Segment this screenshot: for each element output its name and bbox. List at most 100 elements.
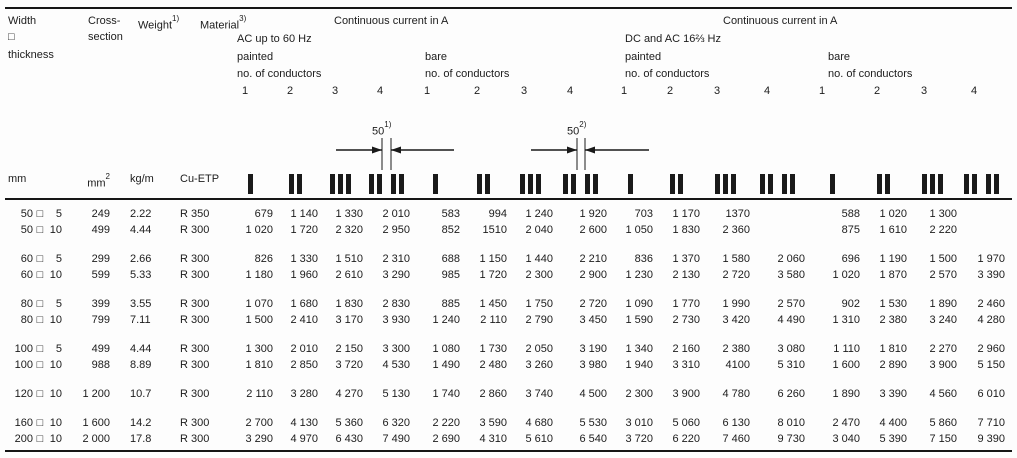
conductor-bar xyxy=(971,174,977,194)
dimension-thickness-value: 10 xyxy=(49,224,62,236)
current-value: 1 180 xyxy=(245,269,273,281)
current-value: 2 060 xyxy=(777,253,805,265)
dimension-thickness-value: 10 xyxy=(49,314,62,326)
current-value: 2 720 xyxy=(722,269,750,281)
bar-group xyxy=(830,174,835,194)
current-value: 1 770 xyxy=(672,298,700,310)
current-value: 1 890 xyxy=(929,298,957,310)
conductor-bar xyxy=(627,174,633,194)
weight-value: 3.55 xyxy=(130,298,152,310)
col-header-width: Width xyxy=(8,15,37,27)
bars-3-conductor-icon xyxy=(907,170,957,196)
current-value: 3 170 xyxy=(335,314,363,326)
current-value: 3 900 xyxy=(672,388,700,400)
current-value xyxy=(957,222,1005,238)
current-value: 1 590 xyxy=(625,314,653,326)
material-label: Material xyxy=(200,19,240,32)
subheader-dc-frequency: DC and AC 16⅔ Hz xyxy=(625,33,721,45)
conductor-bar xyxy=(760,174,765,194)
current-value: 2 380 xyxy=(879,314,907,326)
bars-1-conductor-icon xyxy=(228,170,273,196)
weight-value: 4.44 xyxy=(130,343,152,355)
bars-3-conductor-icon xyxy=(700,170,750,196)
current-value: 1 720 xyxy=(290,224,318,236)
current-value: 5 860 xyxy=(929,417,957,429)
current-value: 885 xyxy=(441,298,460,310)
weight-value: 8.89 xyxy=(130,359,152,371)
table-row: 80 □ 10 799 7.11 R 300 1 500 2 410 3 170 3 930 1 2… xyxy=(8,312,1005,328)
bars-2-conductor-icon xyxy=(273,170,318,196)
current-value: 703 xyxy=(634,208,653,220)
cross-section-value: 1 600 xyxy=(82,417,110,429)
current-value: 1 300 xyxy=(929,208,957,220)
current-value: 1 680 xyxy=(290,298,318,310)
conductor-bar xyxy=(570,174,576,194)
current-value: 1 970 xyxy=(977,253,1005,265)
current-value: 4 400 xyxy=(879,417,907,429)
dimension-width-value: 60 xyxy=(20,269,33,281)
current-value: 688 xyxy=(441,253,460,265)
material-value: R 300 xyxy=(180,224,210,236)
header-rule xyxy=(5,198,1012,200)
weight-value: 14.2 xyxy=(130,417,152,429)
subheader-dc-painted-conductors: no. of conductors xyxy=(625,68,710,80)
conductor-bar xyxy=(885,174,890,194)
conductor-count-label: 3 xyxy=(521,85,528,97)
current-value: 4 780 xyxy=(722,388,750,400)
current-value: 2 600 xyxy=(579,224,607,236)
current-value: 1 580 xyxy=(722,253,750,265)
current-value: 4 310 xyxy=(479,433,507,445)
current-value: 1 070 xyxy=(245,298,273,310)
bar-group xyxy=(391,174,404,194)
dimension-width-value: 60 xyxy=(20,253,33,265)
current-value: 3 980 xyxy=(579,359,607,371)
conductor-bar xyxy=(714,174,720,194)
bar-group xyxy=(877,174,890,194)
conductor-bar xyxy=(346,174,351,194)
current-value: 2 310 xyxy=(382,253,410,265)
current-value: 1 300 xyxy=(245,343,273,355)
conductor-bar xyxy=(768,174,773,194)
unit-mm2: mm2 xyxy=(62,170,110,191)
dimension-thickness-value: 10 xyxy=(49,417,62,429)
current-value: 1 490 xyxy=(432,359,460,371)
weight-value: 10.7 xyxy=(130,388,152,400)
conductor-bar xyxy=(722,174,728,194)
current-value: 1 870 xyxy=(879,269,907,281)
conductor-count-label: 1 xyxy=(242,85,249,97)
bar-group xyxy=(248,174,253,194)
material-value: R 300 xyxy=(180,314,210,326)
current-value: 679 xyxy=(254,208,273,220)
dimension-thickness-value: 5 xyxy=(55,298,62,310)
bars-2x2-conductor-icon xyxy=(363,170,410,196)
col-header-material: Material3) xyxy=(200,14,246,33)
table-row: 60 □ 5 299 2.66 R 300 826 1 330 1 510 2 310 688 1 1… xyxy=(8,251,1005,267)
current-value: 2 270 xyxy=(929,343,957,355)
current-value: 2 150 xyxy=(335,343,363,355)
current-value: 2 730 xyxy=(672,314,700,326)
top-rule xyxy=(5,7,1012,9)
table-row: 200 □ 10 2 000 17.8 R 300 3 290 4 970 6 430 7 490… xyxy=(8,431,1005,447)
cross-section-value: 799 xyxy=(91,314,110,326)
units-row: mm mm2 kg/m Cu-ETP xyxy=(8,170,1005,196)
current-value: 2 050 xyxy=(525,343,553,355)
gap-value: 50 xyxy=(567,125,580,138)
current-value: 3 390 xyxy=(977,269,1005,281)
current-value: 1 080 xyxy=(432,343,460,355)
subheader-ac-painted: painted xyxy=(237,51,274,63)
current-value: 1 510 xyxy=(335,253,363,265)
current-value: 1370 xyxy=(725,208,750,220)
conductor-bar xyxy=(592,174,598,194)
conductor-bar xyxy=(338,174,343,194)
subheader-dc-bare-conductors: no. of conductors xyxy=(828,68,913,80)
bar-group xyxy=(519,174,541,194)
bar-group xyxy=(782,174,795,194)
bar-group xyxy=(369,174,382,194)
current-value: 2 040 xyxy=(525,224,553,236)
current-value: 5 530 xyxy=(579,417,607,429)
current-value: 2 300 xyxy=(525,269,553,281)
table-row: 120 □ 10 1 200 10.7 R 300 2 110 3 280 4 270 5 130… xyxy=(8,386,1005,402)
current-value: 4 530 xyxy=(382,359,410,371)
bar-group xyxy=(921,174,943,194)
bar-group xyxy=(670,174,683,194)
